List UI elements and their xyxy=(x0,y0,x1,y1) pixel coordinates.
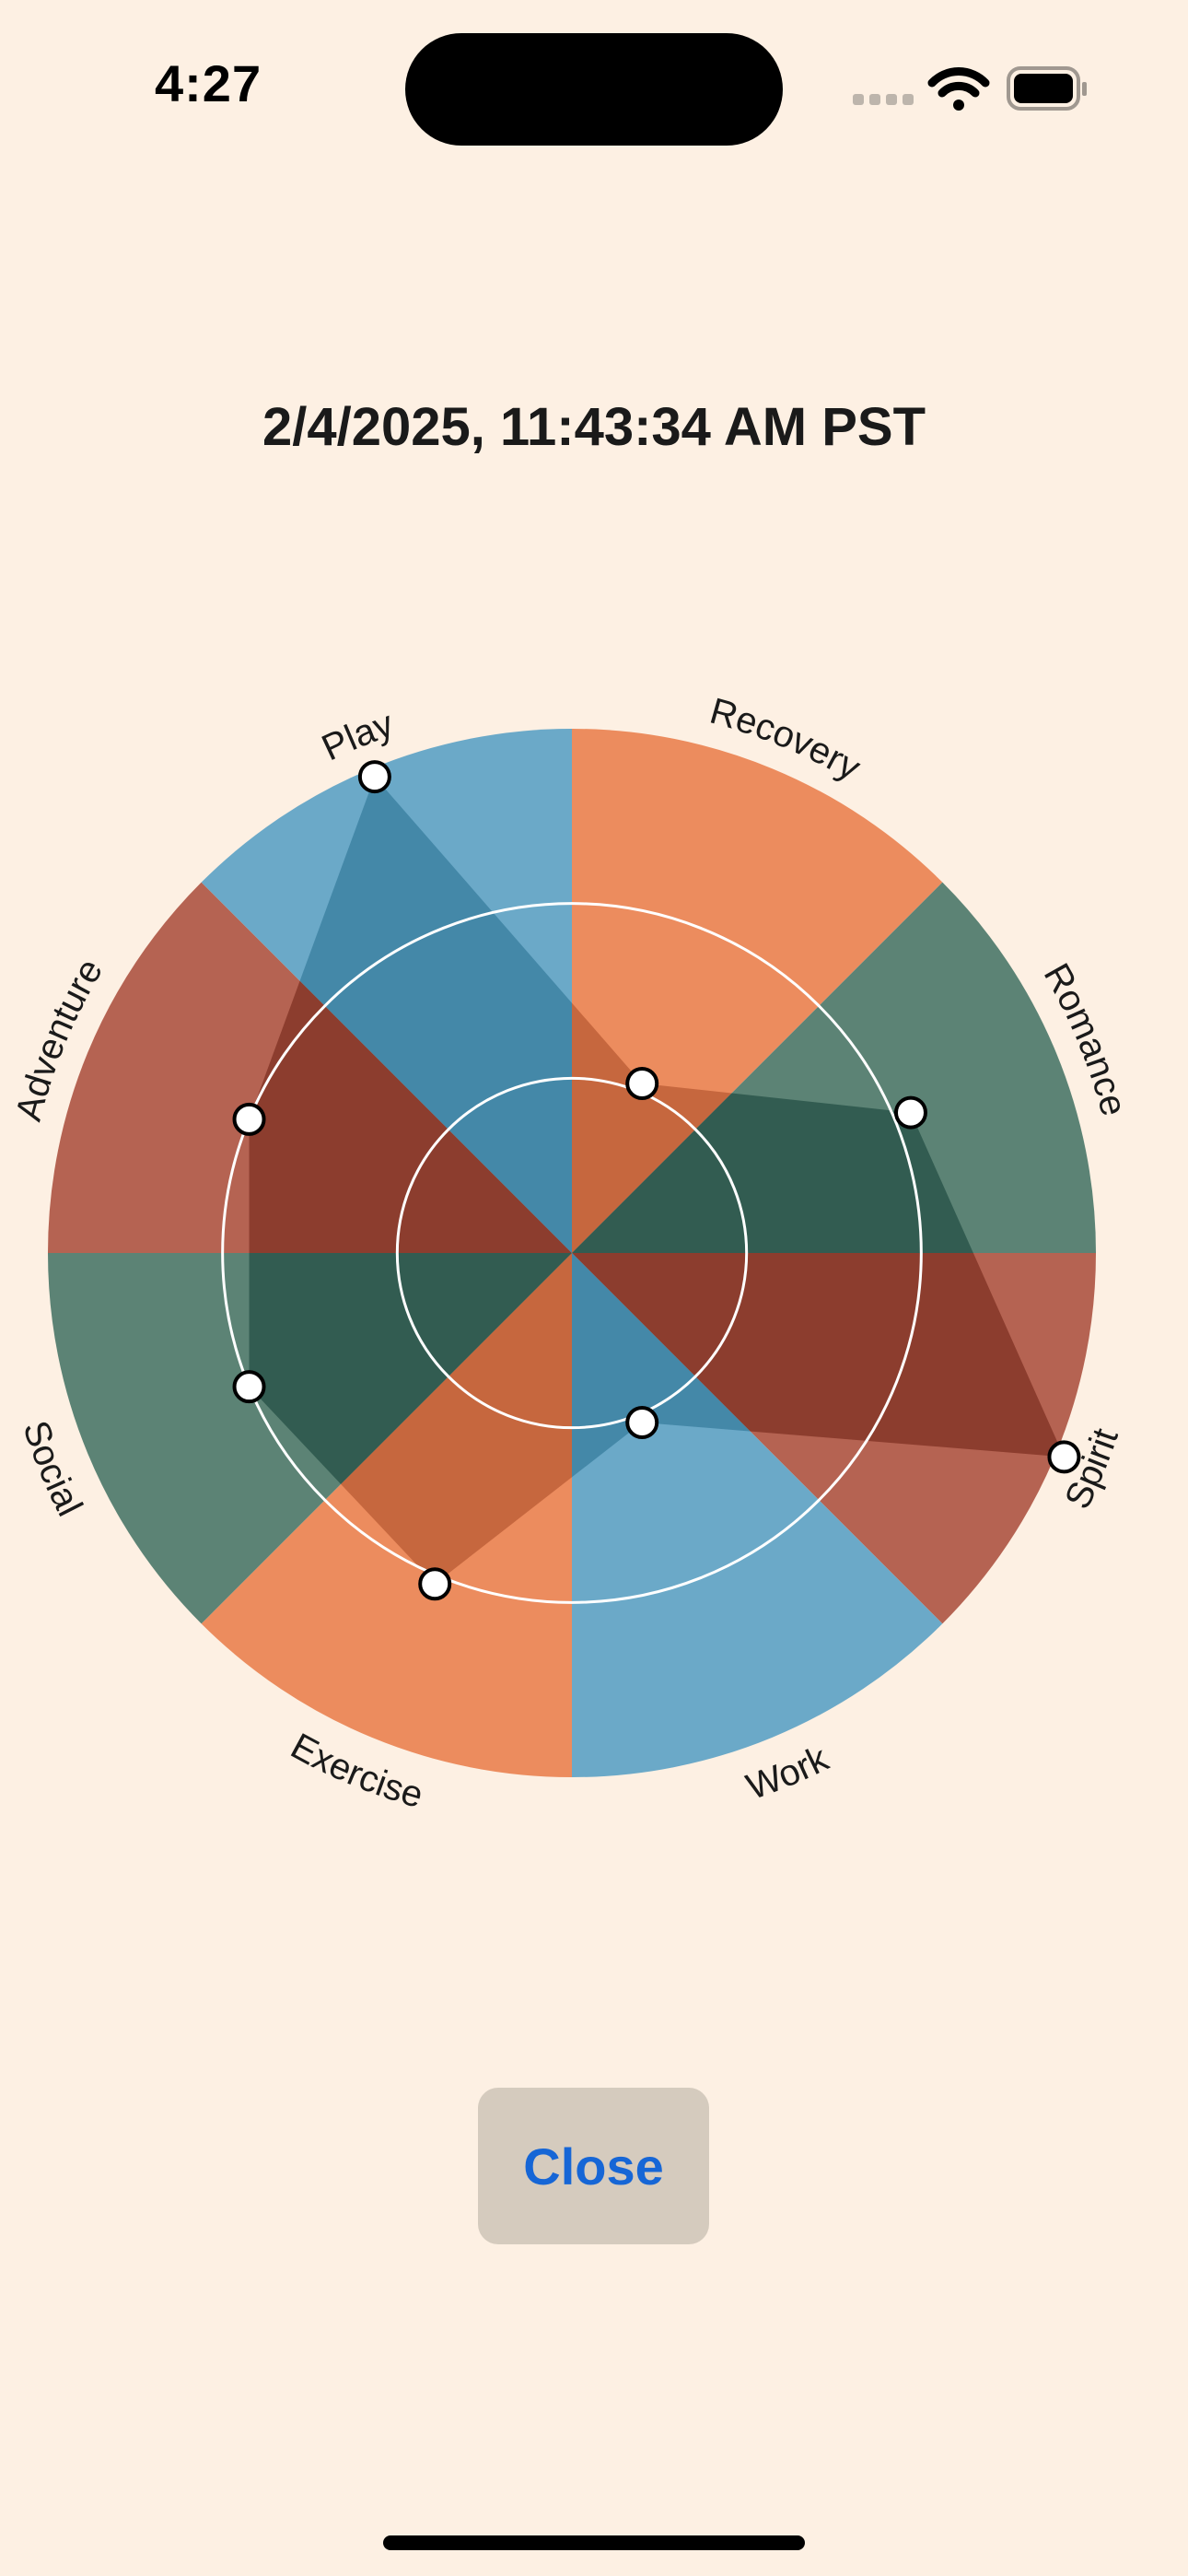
wheel-value-sector-adventure xyxy=(249,882,572,1253)
wheel-handle-romance[interactable] xyxy=(893,1095,927,1130)
cellular-signal-icon xyxy=(853,94,914,105)
wheel-handle-social[interactable] xyxy=(232,1370,266,1404)
wheel-handle-exercise[interactable] xyxy=(418,1567,452,1601)
wheel-ring-2 xyxy=(221,902,923,1604)
battery-icon xyxy=(1007,66,1087,111)
wheel-value-sector-exercise xyxy=(249,1253,572,1585)
wheel-label-work: Work xyxy=(741,1738,835,1808)
wheel-handle-spirit[interactable] xyxy=(1047,1440,1081,1474)
home-indicator[interactable] xyxy=(383,2535,805,2550)
wheel-handle-work[interactable] xyxy=(625,1405,659,1439)
status-time: 4:27 xyxy=(155,54,262,112)
balance-wheel-chart: RecoveryRomanceSpiritWorkExerciseSocialA… xyxy=(8,691,1135,1816)
wheel-handle-recovery[interactable] xyxy=(625,1067,659,1101)
wheel-handles[interactable] xyxy=(232,760,1081,1601)
dynamic-island xyxy=(405,33,783,146)
wheel-value-sector-social xyxy=(249,1253,572,1585)
wheel-handle-play[interactable] xyxy=(357,760,391,794)
wheel-handle-adventure[interactable] xyxy=(232,1102,266,1136)
wheel-ring-1 xyxy=(395,1076,749,1430)
wheel-label-play: Play xyxy=(316,704,399,769)
wheel-label-social: Social xyxy=(15,1416,89,1523)
status-icons xyxy=(853,66,1087,111)
close-button[interactable]: Close xyxy=(478,2088,709,2244)
date-title: 2/4/2025, 11:43:34 AM PST xyxy=(262,397,926,457)
wifi-icon xyxy=(927,67,990,111)
